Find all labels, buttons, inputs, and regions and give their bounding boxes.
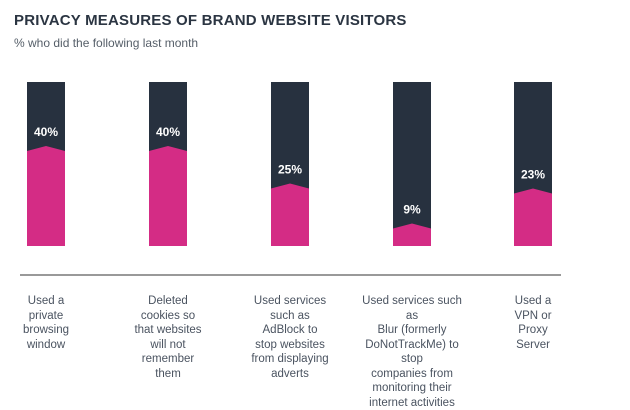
- category-label-line: private: [0, 309, 101, 324]
- category-label-line: Proxy: [478, 323, 588, 338]
- data-label-2: 25%: [278, 163, 302, 177]
- bar-value-1: [149, 146, 187, 246]
- category-label-line: companies from: [357, 367, 467, 382]
- data-label-4: 23%: [521, 168, 545, 182]
- category-label-line: Used services such as: [357, 294, 467, 323]
- category-label-line: from displaying: [235, 352, 345, 367]
- category-label-line: stop websites: [235, 338, 345, 353]
- bar-value-4: [514, 189, 552, 247]
- data-label-3: 9%: [403, 203, 421, 217]
- data-label-1: 40%: [156, 125, 180, 139]
- category-label-line: AdBlock to: [235, 323, 345, 338]
- category-label-line: Server: [478, 338, 588, 353]
- category-label-line: will not: [113, 338, 223, 353]
- bar-background-3: [393, 82, 431, 246]
- category-label-line: that websites: [113, 323, 223, 338]
- category-label-line: VPN or: [478, 309, 588, 324]
- category-label-line: remember: [113, 352, 223, 367]
- category-label-line: such as: [235, 309, 345, 324]
- category-label-line: monitoring their: [357, 381, 467, 396]
- category-label-line: them: [113, 367, 223, 382]
- category-label-line: Blur (formerly: [357, 323, 467, 338]
- category-label-line: Used a: [478, 294, 588, 309]
- category-label-line: Used a: [0, 294, 101, 309]
- category-label-line: browsing: [0, 323, 101, 338]
- category-label-line: Used services: [235, 294, 345, 309]
- data-label-0: 40%: [34, 125, 58, 139]
- category-label-line: Deleted: [113, 294, 223, 309]
- category-label-line: DoNotTrackMe) to stop: [357, 338, 467, 367]
- bar-value-2: [271, 184, 309, 247]
- category-label-line: window: [0, 338, 101, 353]
- category-label-line: cookies so: [113, 309, 223, 324]
- bar-value-0: [27, 146, 65, 246]
- category-label-line: adverts: [235, 367, 345, 382]
